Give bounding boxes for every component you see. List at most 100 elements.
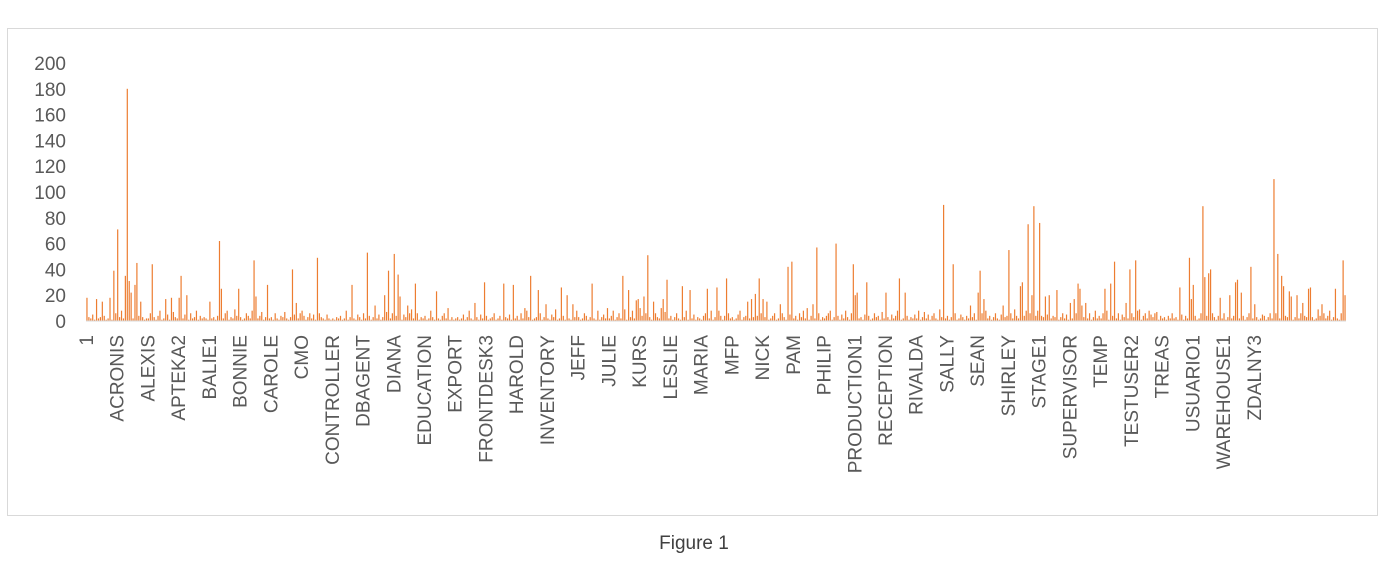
x-tick-label: ALEXIS <box>138 335 159 402</box>
bar <box>326 314 328 321</box>
bar <box>251 310 253 321</box>
bar <box>1129 269 1131 321</box>
bar <box>1161 318 1164 321</box>
bar <box>1110 283 1112 321</box>
bar <box>1330 319 1333 321</box>
bar <box>130 292 132 321</box>
bar <box>606 308 609 321</box>
bar <box>505 317 507 321</box>
bar <box>495 319 497 321</box>
bar <box>347 319 349 321</box>
bar <box>629 317 632 321</box>
bar <box>303 315 305 321</box>
bar <box>1171 313 1173 321</box>
bar <box>412 318 415 321</box>
bar <box>889 319 891 321</box>
bar <box>1029 313 1031 321</box>
bar <box>768 319 770 321</box>
bar <box>689 290 691 321</box>
bar <box>628 290 630 321</box>
bar <box>172 311 174 321</box>
bar <box>138 315 140 321</box>
bar <box>410 309 413 321</box>
bar <box>651 319 653 321</box>
bar <box>618 313 620 321</box>
bar <box>384 295 386 321</box>
x-tick-label: CONTROLLER <box>323 335 344 465</box>
x-tick-label: DBAGENT <box>354 335 375 427</box>
bar <box>201 318 203 321</box>
bar <box>159 310 161 321</box>
bar <box>668 318 670 321</box>
bar <box>1288 291 1290 321</box>
bar <box>1213 317 1216 321</box>
bar <box>739 310 741 321</box>
y-tick-label: 120 <box>34 157 66 178</box>
bar-chart: 0 20 40 60 80 100 120 140 160 180 200 1 ACRONIS ALEXI… <box>34 54 1346 473</box>
bar <box>128 281 130 321</box>
bar <box>1313 319 1315 321</box>
bar <box>1060 317 1062 321</box>
x-tick-label: HAROLD <box>507 335 528 414</box>
bar <box>795 315 797 321</box>
bar <box>336 317 338 321</box>
bar <box>1167 315 1169 321</box>
bar <box>376 318 378 321</box>
bar <box>1329 310 1331 321</box>
bar <box>1004 317 1006 321</box>
bar <box>120 310 123 321</box>
bar <box>192 318 194 321</box>
bar <box>278 319 280 321</box>
bar <box>385 311 388 321</box>
bar <box>1017 318 1020 321</box>
bar <box>1294 317 1296 321</box>
bar <box>545 304 547 321</box>
bar <box>1275 313 1277 321</box>
bar <box>435 291 438 321</box>
bar <box>589 317 591 321</box>
bar <box>1104 288 1106 321</box>
bar <box>1133 317 1135 321</box>
bar <box>1146 318 1148 321</box>
bar <box>1250 266 1252 321</box>
bar <box>852 264 854 321</box>
bar <box>455 318 457 321</box>
bar <box>868 315 870 321</box>
bar <box>962 317 964 321</box>
y-tick-label: 140 <box>34 131 66 152</box>
bar <box>1125 302 1127 321</box>
bar <box>579 319 582 321</box>
bar <box>387 270 390 321</box>
bar <box>1204 277 1206 321</box>
bar <box>190 313 192 321</box>
bar <box>710 310 712 321</box>
bar <box>654 313 657 321</box>
bar <box>1040 315 1043 321</box>
bar <box>1156 311 1158 321</box>
bar <box>341 319 344 321</box>
bar <box>147 318 150 321</box>
bar <box>441 315 443 321</box>
bar <box>1311 317 1313 321</box>
bar <box>566 295 568 321</box>
bar <box>966 315 968 321</box>
bar <box>576 310 578 321</box>
bar <box>564 319 566 321</box>
bar <box>1240 292 1242 321</box>
bar <box>155 319 157 321</box>
bar <box>407 305 409 321</box>
bar <box>178 297 180 321</box>
bar <box>516 315 518 321</box>
bar <box>975 319 977 321</box>
bar <box>906 315 908 321</box>
bar <box>1154 313 1156 321</box>
bar <box>700 319 703 321</box>
bar <box>1077 283 1079 321</box>
bar <box>389 318 392 321</box>
bar <box>1252 318 1254 321</box>
bar <box>712 319 714 321</box>
bar <box>236 315 238 321</box>
bar <box>1236 279 1239 321</box>
bar <box>1198 318 1200 321</box>
bar <box>216 315 219 321</box>
